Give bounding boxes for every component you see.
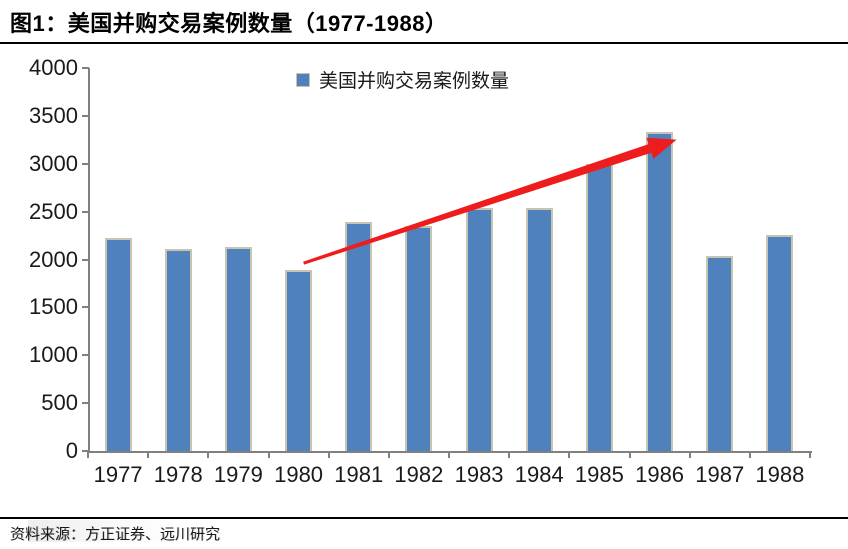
y-axis-tick <box>82 67 89 69</box>
title-divider-line <box>0 42 848 44</box>
y-axis-tick-label: 2000 <box>29 246 78 272</box>
y-axis-tick <box>82 258 89 261</box>
x-axis-tick <box>809 451 811 458</box>
footer-divider-line <box>0 517 848 519</box>
x-axis-label-1988: 1988 <box>755 462 805 487</box>
bar-1977 <box>104 238 132 451</box>
x-axis-tick <box>327 451 330 458</box>
legend-square-icon <box>296 72 310 87</box>
x-axis-tick <box>387 451 390 458</box>
y-axis-tick-label: 3500 <box>29 102 78 128</box>
bar-1981 <box>345 221 373 451</box>
y-axis-tick <box>82 354 89 357</box>
y-axis-tick <box>82 114 89 117</box>
y-axis-tick-label: 1000 <box>29 342 78 368</box>
y-axis-tick-label: 500 <box>41 390 78 416</box>
bar-1982 <box>405 226 433 451</box>
x-axis-label-1983: 1983 <box>454 462 504 487</box>
x-axis-line <box>88 451 812 453</box>
x-axis-label-1978: 1978 <box>153 462 203 487</box>
legend-label: 美国并购交易案例数量 <box>319 71 510 92</box>
bar-1985 <box>585 163 613 451</box>
y-axis-tick-label: 0 <box>65 438 78 463</box>
y-axis-tick <box>82 402 89 405</box>
y-axis-tick <box>82 306 89 309</box>
y-axis-tick-label: 4000 <box>29 55 78 80</box>
bar-1979 <box>224 247 252 451</box>
y-axis-tick <box>82 450 89 452</box>
x-axis-tick <box>568 451 571 458</box>
bar-1978 <box>164 249 192 451</box>
bar-1983 <box>465 208 493 451</box>
x-axis-tick <box>267 451 270 458</box>
bar-1984 <box>525 207 553 451</box>
x-axis-label-1977: 1977 <box>93 462 143 487</box>
x-axis-label-1982: 1982 <box>394 462 444 487</box>
x-axis-tick <box>508 451 511 458</box>
x-axis-label-1987: 1987 <box>695 462 745 487</box>
x-axis-tick <box>207 451 210 458</box>
x-axis-tick <box>448 451 450 458</box>
y-axis-tick-label: 1500 <box>29 294 78 320</box>
x-axis-label-1984: 1984 <box>514 462 564 487</box>
y-axis-tick <box>82 210 89 213</box>
x-axis-tick <box>748 451 751 458</box>
bar-1988 <box>766 234 794 451</box>
page-title: 图1：美国并购交易案例数量（1977-1988） <box>10 11 448 36</box>
x-axis-tick <box>688 451 691 458</box>
x-axis-label-1979: 1979 <box>213 462 263 487</box>
x-axis-label-1985: 1985 <box>574 462 624 487</box>
bar-1980 <box>285 270 313 451</box>
x-axis-tick <box>87 451 89 458</box>
x-axis-tick <box>628 451 631 458</box>
chart-legend: 美国并购交易案例数量 <box>296 66 509 93</box>
y-axis-tick <box>82 162 89 165</box>
y-axis-line <box>88 68 90 451</box>
x-axis-label-1981: 1981 <box>334 462 384 487</box>
bar-1987 <box>706 256 734 451</box>
y-axis-tick-label: 3000 <box>29 150 78 176</box>
x-axis-label-1980: 1980 <box>274 462 324 487</box>
x-axis-tick <box>147 451 150 458</box>
source-text: 资料来源：方正证券、远川研究 <box>10 526 221 543</box>
bar-1986 <box>646 131 674 451</box>
x-axis-label-1986: 1986 <box>635 462 685 487</box>
y-axis-tick-label: 2500 <box>29 198 78 224</box>
